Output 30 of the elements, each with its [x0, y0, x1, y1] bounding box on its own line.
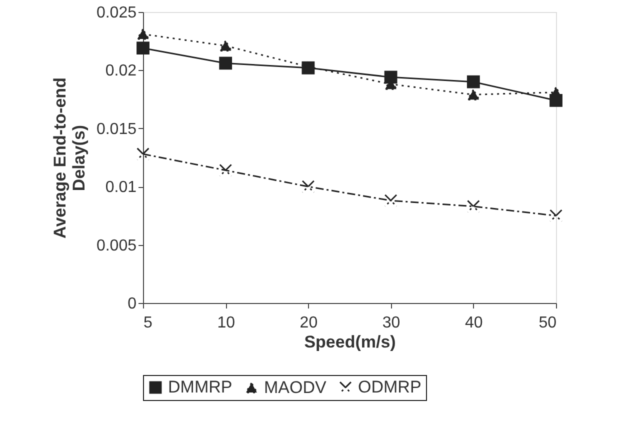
x-tick-label: 50 [538, 314, 557, 332]
y-tick-label: 0.01 [105, 179, 137, 196]
point [219, 40, 232, 52]
x-tick-label: 40 [465, 314, 483, 332]
x-tick-label: 20 [300, 314, 318, 332]
point [466, 88, 480, 100]
point [136, 148, 150, 160]
x-tick-label: 5 [144, 314, 152, 332]
point [550, 209, 562, 222]
y-tick-label: 0.005 [96, 237, 137, 254]
point [219, 164, 232, 177]
y-tick-label: 0.015 [96, 120, 137, 138]
point [384, 70, 398, 84]
point [136, 42, 150, 55]
x-tick-label: 10 [217, 314, 236, 332]
point [302, 180, 315, 194]
x-axis-title: Speed(m/s) [304, 332, 396, 352]
point [384, 194, 398, 208]
point [219, 56, 232, 70]
legend-label: ODMRP [358, 378, 422, 397]
x-tick-label: 30 [382, 314, 400, 332]
legend-label: MAODV [264, 378, 327, 397]
point [466, 75, 480, 88]
y-tick-label: 0.02 [105, 62, 137, 80]
y-tick-label: 0 [128, 296, 137, 312]
point [466, 200, 480, 213]
point [136, 28, 150, 40]
legend-label: DMMRP [168, 378, 232, 397]
y-axis-title: Average End-to-end Delay(s) [50, 78, 88, 238]
y-tick-label: 0.025 [96, 4, 137, 22]
